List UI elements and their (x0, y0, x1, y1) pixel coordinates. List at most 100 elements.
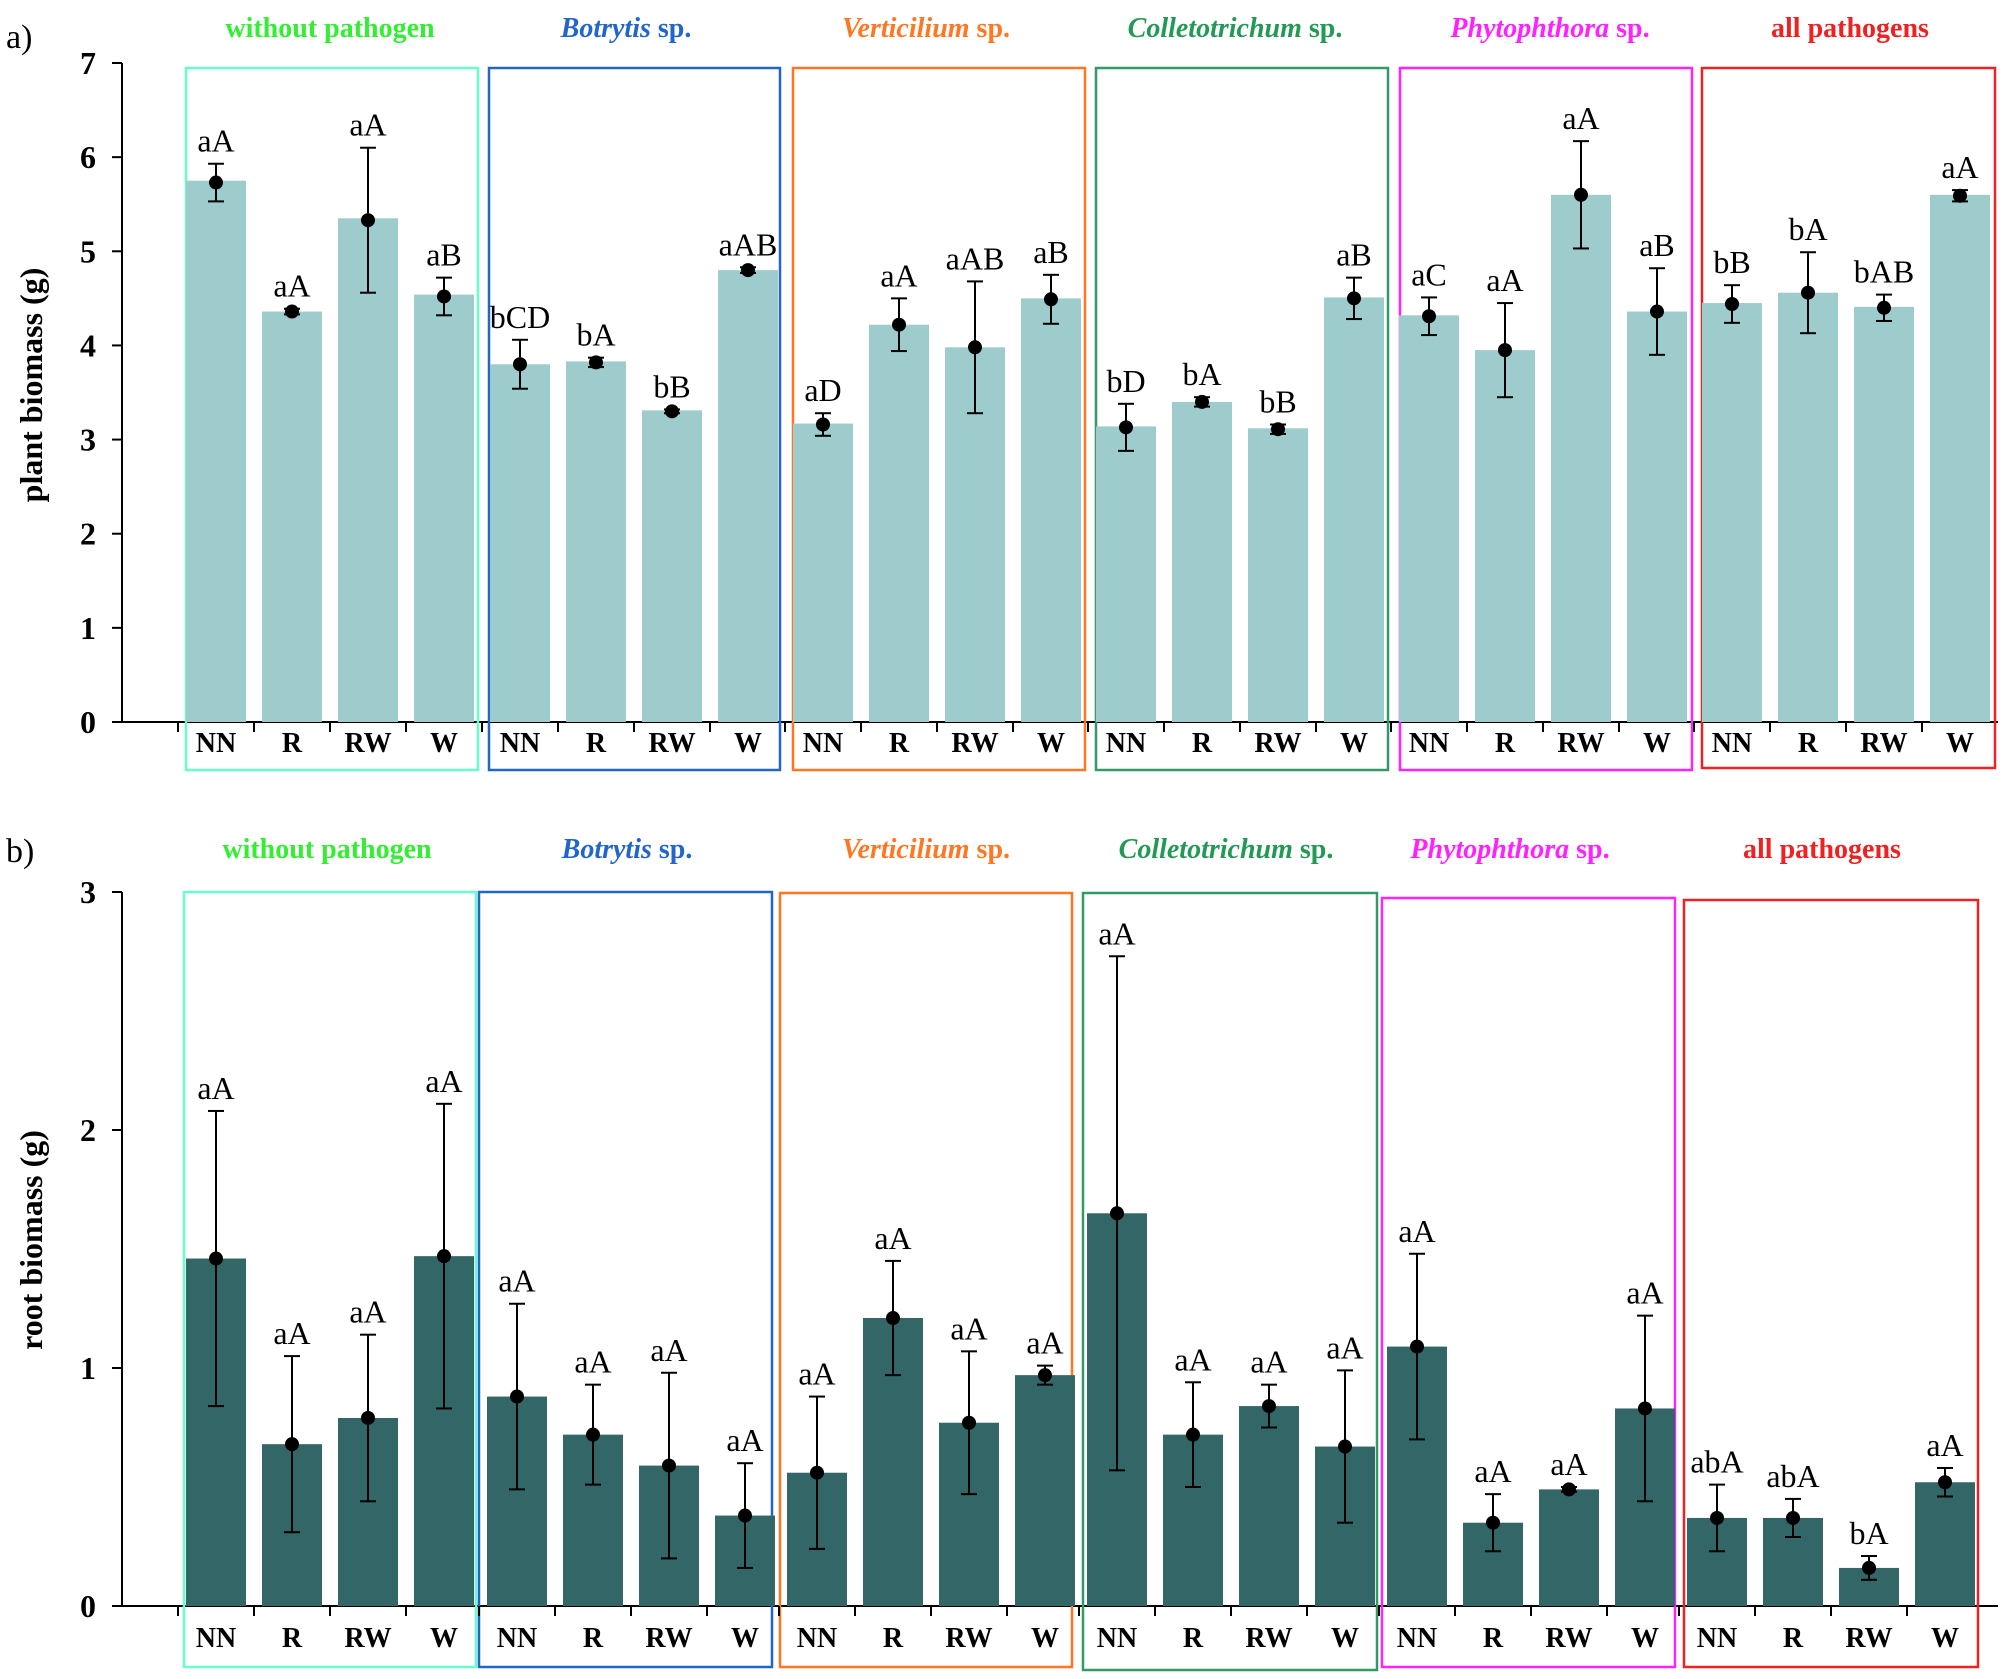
mean-point (962, 1415, 976, 1430)
x-tick-label: RW (1860, 728, 1907, 759)
mean-point (1725, 297, 1739, 312)
group-title-part: Colletotrichum (1119, 834, 1293, 865)
bar (869, 324, 929, 722)
x-tick-label: RW (1545, 1623, 1592, 1654)
mean-point (738, 1508, 752, 1523)
significance-label: bA (1788, 211, 1827, 247)
mean-point (816, 417, 830, 432)
x-tick-label: R (1783, 1623, 1804, 1654)
y-tick-label: 1 (80, 610, 96, 646)
significance-label: bB (653, 368, 690, 404)
bar (1930, 194, 1990, 723)
bar (1324, 297, 1384, 722)
group-title-part: sp. (970, 13, 1010, 44)
significance-label: aA (1941, 149, 1978, 185)
group-title-part: sp. (1293, 834, 1333, 865)
significance-label: aAB (946, 240, 1005, 276)
significance-label: bB (1259, 384, 1296, 420)
bar (1015, 1375, 1075, 1606)
x-tick-label: W (1643, 728, 1671, 759)
x-tick-label: RW (645, 1623, 692, 1654)
y-tick-label: 2 (80, 1112, 96, 1148)
x-tick-label: NN (500, 728, 540, 759)
mean-point (1110, 1206, 1124, 1221)
significance-label: aD (804, 372, 841, 408)
mean-point (1262, 1399, 1276, 1414)
group-title-part: Botrytis (560, 13, 651, 44)
x-tick-label: R (1798, 728, 1819, 759)
bar (793, 423, 853, 722)
x-tick-label: NN (1409, 728, 1449, 759)
group-frame (487, 66, 782, 772)
bar-group: all pathogens abA NN abA RbA RW aA W (1678, 834, 1980, 1669)
group-title-part: sp. (652, 834, 692, 865)
y-tick-label: 3 (80, 874, 96, 910)
bar (490, 364, 550, 722)
mean-point (437, 1249, 451, 1264)
significance-label: aA (1550, 1446, 1587, 1482)
group-title-part: sp. (1609, 13, 1649, 44)
x-tick-label: W (1031, 1623, 1059, 1654)
significance-label: aA (1626, 1275, 1663, 1311)
group-title-part: Verticilium (842, 834, 970, 865)
significance-label: aB (1639, 227, 1675, 263)
x-tick-label: W (1946, 728, 1974, 759)
significance-label: bB (1713, 244, 1750, 280)
mean-point (1710, 1510, 1724, 1525)
mean-point (665, 404, 679, 419)
group-frame (182, 890, 478, 1669)
bar-group: Colletotrichum sp. aA NN aA RaA RW aA W (1078, 834, 1379, 1672)
mean-point (1038, 1368, 1052, 1383)
group-title: Colletotrichum sp. (1128, 13, 1343, 44)
bar (1539, 1489, 1599, 1606)
group-title: Colletotrichum sp. (1119, 834, 1334, 865)
significance-label: aA (425, 1063, 462, 1099)
mean-point (361, 213, 375, 228)
significance-label: aA (349, 1294, 386, 1330)
x-tick-label: W (430, 728, 458, 759)
significance-label: aAB (719, 226, 778, 262)
significance-label: bA (1182, 356, 1221, 392)
panel-a: a) plant biomass (g) 0 1 2 3 4 5 6 7 without patho… (6, 13, 1998, 772)
significance-label: aB (1033, 234, 1069, 270)
significance-label: abA (1690, 1444, 1743, 1480)
group-title-part: without pathogen (222, 834, 432, 865)
bar-group: Botrytis sp. aA NN aA RaA RW aA W (477, 834, 775, 1669)
x-tick-label: W (734, 728, 762, 759)
x-tick-label: NN (1697, 1623, 1737, 1654)
significance-label: aC (1411, 256, 1447, 292)
bar (1239, 1406, 1299, 1606)
significance-label: aB (1336, 237, 1372, 273)
group-frame (778, 891, 1074, 1669)
significance-label: bA (1849, 1515, 1888, 1551)
bar (1854, 306, 1914, 722)
mean-point (1186, 1427, 1200, 1442)
mean-point (1195, 394, 1209, 409)
group-title-part: all pathogens (1771, 13, 1929, 44)
bar (1021, 298, 1081, 722)
group-title: all pathogens (1771, 13, 1929, 44)
mean-point (1271, 422, 1285, 437)
panel-b: b) root biomass (g) 0 1 2 3 without pathogen aA… (6, 833, 1998, 1672)
y-tick-label: 2 (80, 516, 96, 552)
x-tick-label: W (1037, 728, 1065, 759)
bar-group: without pathogen aA NN aA RaA RW aB W (177, 13, 480, 772)
y-axis-title: plant biomass (g) (13, 268, 49, 503)
mean-point (741, 263, 755, 278)
bar (1778, 292, 1838, 722)
x-tick-label: R (889, 728, 910, 759)
significance-label: aA (1926, 1427, 1963, 1463)
x-tick-label: R (883, 1623, 904, 1654)
bar (186, 180, 246, 722)
bar (718, 270, 778, 722)
mean-point (209, 1251, 223, 1266)
bar-group: Phytophthora sp. aC NN aA RaA RW aB W (1390, 13, 1694, 772)
x-tick-label: RW (945, 1623, 992, 1654)
x-tick-label: NN (1712, 728, 1752, 759)
group-title-part: without pathogen (225, 13, 435, 44)
group-title: Verticilium sp. (842, 13, 1010, 44)
mean-point (1347, 291, 1361, 306)
x-tick-label: NN (797, 1623, 837, 1654)
bar-group: Colletotrichum sp. bD NN bA RbB RW aB W (1087, 13, 1390, 772)
panel-label: a) (6, 19, 32, 56)
